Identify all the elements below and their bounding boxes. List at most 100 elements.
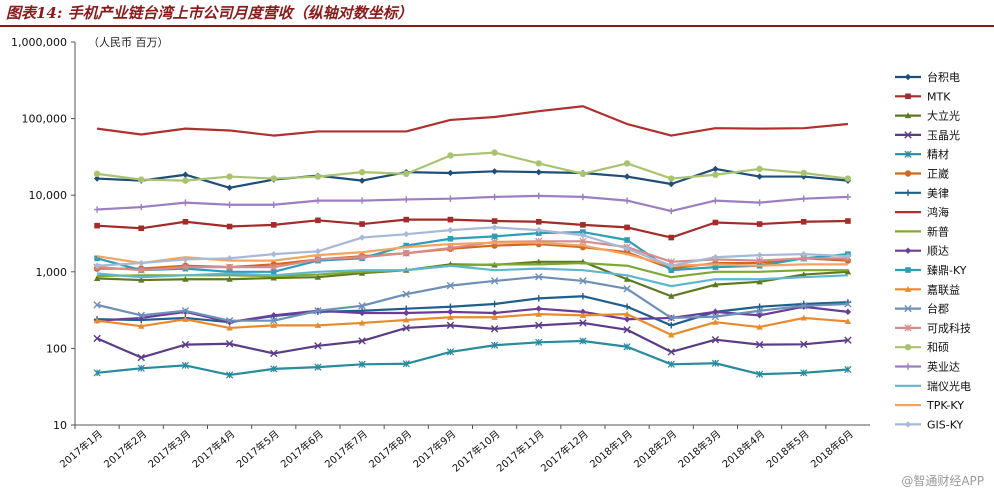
data-point — [535, 226, 542, 234]
data-point — [756, 221, 763, 227]
data-point — [226, 255, 233, 262]
data-point — [358, 253, 366, 261]
data-point — [226, 184, 233, 191]
data-point — [137, 266, 145, 274]
data-point — [904, 73, 912, 81]
data-point — [491, 193, 498, 201]
data-point — [712, 254, 719, 261]
data-point — [712, 171, 719, 178]
data-point — [138, 276, 145, 283]
series-line — [96, 151, 849, 182]
series-12 — [93, 273, 852, 325]
data-point — [667, 348, 675, 356]
data-point — [226, 324, 233, 331]
data-point — [403, 216, 410, 223]
series-4 — [93, 337, 852, 379]
data-point — [270, 322, 277, 328]
x-tick-label: 2018年3月 — [675, 427, 723, 470]
data-point — [358, 302, 366, 310]
series-9 — [93, 303, 852, 326]
data-point — [668, 262, 675, 269]
data-point — [225, 340, 234, 348]
series-line — [96, 275, 848, 322]
data-point — [225, 263, 234, 271]
data-point — [712, 318, 719, 325]
series-line — [97, 240, 848, 272]
data-point — [447, 169, 454, 177]
legend-item: 台积电 — [895, 70, 960, 84]
data-point — [314, 363, 322, 371]
legend-item: TPK-KY — [895, 399, 964, 412]
data-point — [93, 301, 101, 309]
data-point — [182, 256, 189, 263]
legend-label: TPK-KY — [926, 399, 964, 412]
data-point — [580, 222, 586, 228]
data-point — [667, 360, 675, 368]
x-tick-label: 2018年1月 — [587, 427, 635, 470]
data-point — [579, 312, 587, 318]
data-point — [756, 278, 763, 285]
data-point — [225, 371, 234, 379]
data-point — [270, 201, 277, 208]
data-point — [904, 189, 912, 196]
data-point — [490, 277, 499, 285]
data-point — [668, 207, 675, 215]
x-tick-label: 2017年3月 — [145, 427, 193, 470]
legend-label: 可成科技 — [927, 321, 971, 335]
data-point — [535, 295, 542, 302]
data-point — [491, 168, 498, 175]
x-tick-label: 2017年12月 — [538, 427, 591, 474]
y-tick-label: 1,000,000 — [11, 36, 67, 49]
data-point — [668, 180, 675, 188]
data-point — [844, 175, 852, 182]
data-point — [137, 364, 145, 372]
data-point — [403, 316, 410, 323]
data-point — [314, 248, 322, 255]
legend-label: 大立光 — [927, 109, 960, 123]
x-tick-label: 2017年6月 — [278, 427, 326, 470]
data-point — [94, 222, 100, 229]
data-point — [755, 307, 764, 315]
data-point — [668, 322, 675, 329]
data-point — [904, 324, 912, 332]
data-point — [844, 318, 852, 324]
series-8 — [97, 261, 848, 279]
x-tick-label: 2018年5月 — [764, 427, 812, 470]
data-point — [904, 286, 912, 292]
legend-item: 英业达 — [895, 360, 960, 374]
data-point — [535, 305, 542, 312]
data-point — [446, 281, 455, 290]
data-point — [182, 316, 189, 322]
data-point — [270, 312, 277, 319]
data-point — [668, 267, 675, 273]
data-point — [904, 421, 912, 428]
data-point — [800, 369, 808, 377]
data-point — [579, 277, 587, 285]
data-point — [270, 250, 277, 258]
data-point — [711, 312, 720, 321]
legend-label: 新普 — [927, 224, 949, 238]
data-point — [844, 193, 852, 201]
data-point — [712, 197, 719, 204]
legend-item: GIS-KY — [895, 418, 964, 431]
x-tick-label: 2017年5月 — [234, 427, 282, 470]
legend-item: 大立光 — [895, 109, 960, 123]
series-line — [96, 313, 849, 337]
data-point — [314, 342, 322, 350]
data-point — [447, 195, 454, 202]
x-tick-label: 2017年4月 — [189, 427, 237, 470]
y-tick-label: 100,000 — [22, 113, 68, 126]
x-tick-label: 2017年1月 — [57, 427, 105, 470]
data-point — [905, 267, 911, 273]
data-point — [844, 252, 852, 260]
data-point — [800, 340, 808, 349]
data-point — [270, 222, 277, 228]
series-15 — [93, 192, 852, 215]
data-point — [800, 250, 807, 258]
legend-label: GIS-KY — [927, 418, 964, 431]
data-point — [447, 308, 454, 316]
series-line — [97, 194, 848, 213]
data-point — [800, 169, 807, 177]
data-point — [668, 331, 675, 338]
data-point — [668, 234, 675, 241]
